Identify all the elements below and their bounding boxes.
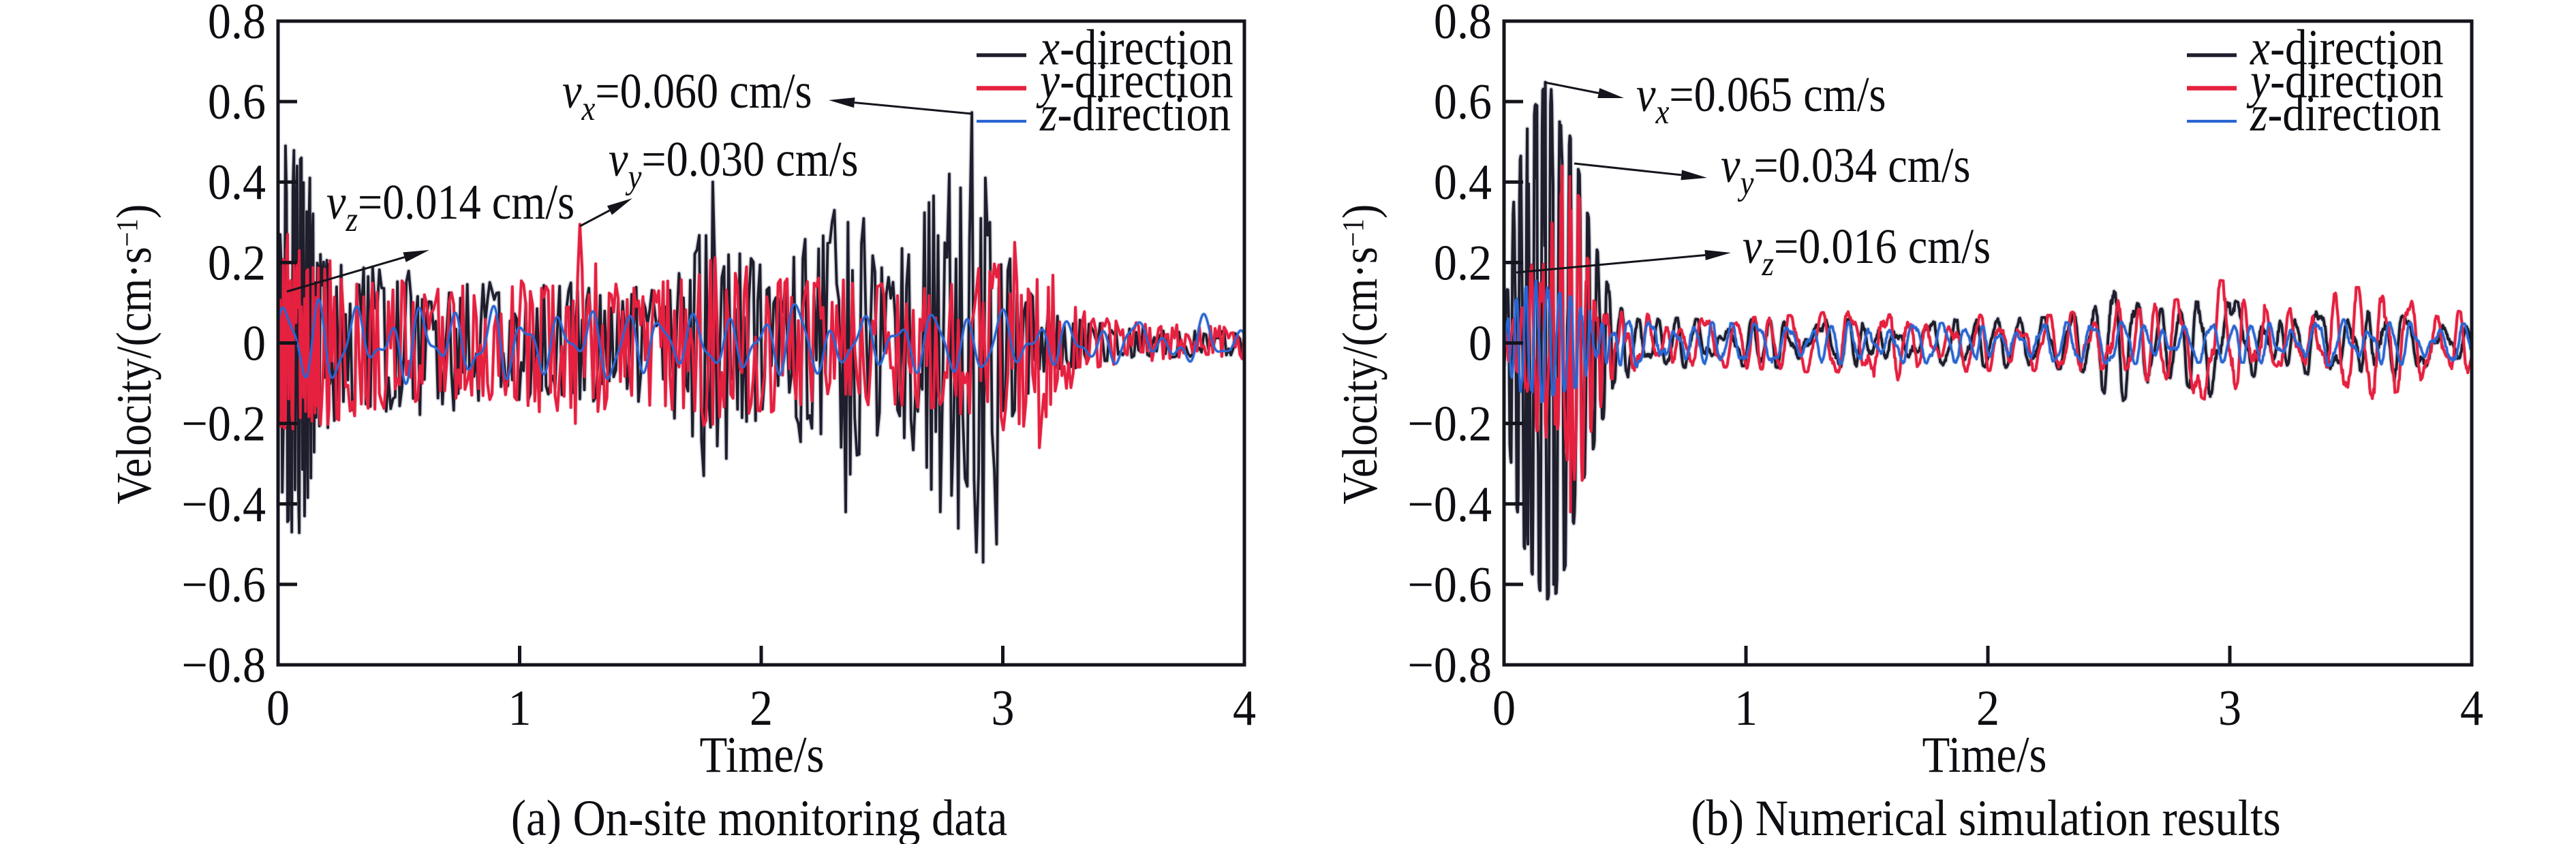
svg-text:3: 3 bbox=[2218, 681, 2241, 736]
svg-text:4: 4 bbox=[1233, 681, 1256, 736]
svg-text:vx=0.065 cm/s: vx=0.065 cm/s bbox=[1636, 67, 1886, 131]
svg-text:Velocity/(cm·s−1): Velocity/(cm·s−1) bbox=[1332, 204, 1387, 505]
svg-text:y-direction: y-direction bbox=[2246, 53, 2443, 109]
svg-text:0.6: 0.6 bbox=[208, 75, 266, 130]
svg-text:z-direction: z-direction bbox=[1039, 87, 1231, 142]
svg-text:1: 1 bbox=[1734, 681, 1758, 736]
svg-text:0.8: 0.8 bbox=[208, 0, 266, 50]
svg-text:−0.4: −0.4 bbox=[182, 477, 266, 532]
svg-text:0: 0 bbox=[266, 681, 290, 736]
svg-text:y-direction: y-direction bbox=[1036, 53, 1233, 109]
svg-text:2: 2 bbox=[750, 681, 773, 736]
svg-text:−0.6: −0.6 bbox=[182, 557, 266, 612]
svg-text:x-direction: x-direction bbox=[1039, 20, 1233, 76]
svg-text:vy=0.030 cm/s: vy=0.030 cm/s bbox=[609, 131, 859, 196]
svg-text:3: 3 bbox=[991, 681, 1014, 736]
svg-text:z-direction: z-direction bbox=[2250, 87, 2441, 142]
svg-text:−0.6: −0.6 bbox=[1408, 557, 1492, 612]
svg-text:0: 0 bbox=[1492, 681, 1516, 736]
svg-text:−0.2: −0.2 bbox=[1408, 396, 1492, 452]
svg-text:(b) Numerical simulation resul: (b) Numerical simulation results bbox=[1691, 791, 2281, 844]
svg-text:1: 1 bbox=[508, 681, 531, 736]
svg-text:−0.8: −0.8 bbox=[1408, 638, 1492, 693]
svg-text:2: 2 bbox=[1976, 681, 1999, 736]
svg-text:0: 0 bbox=[1469, 316, 1492, 371]
svg-text:(a) On-site monitoring data: (a) On-site monitoring data bbox=[511, 791, 1007, 844]
svg-text:0.2: 0.2 bbox=[208, 236, 266, 291]
svg-text:x-direction: x-direction bbox=[2250, 20, 2444, 76]
svg-text:0.6: 0.6 bbox=[1434, 75, 1492, 130]
svg-text:vz=0.014 cm/s: vz=0.014 cm/s bbox=[326, 174, 574, 238]
svg-text:0.4: 0.4 bbox=[208, 155, 266, 210]
svg-text:Time/s: Time/s bbox=[1922, 728, 2046, 783]
svg-text:0.4: 0.4 bbox=[1434, 155, 1492, 210]
svg-text:4: 4 bbox=[2460, 681, 2483, 736]
svg-text:vy=0.034 cm/s: vy=0.034 cm/s bbox=[1721, 138, 1971, 202]
svg-text:0.8: 0.8 bbox=[1434, 0, 1492, 50]
svg-text:Velocity/(cm·s−1): Velocity/(cm·s−1) bbox=[106, 204, 162, 505]
svg-text:0: 0 bbox=[243, 316, 266, 371]
svg-text:−0.4: −0.4 bbox=[1408, 477, 1492, 532]
svg-text:vx=0.060 cm/s: vx=0.060 cm/s bbox=[562, 63, 812, 127]
svg-text:Time/s: Time/s bbox=[699, 728, 824, 783]
svg-text:−0.8: −0.8 bbox=[182, 638, 266, 693]
svg-text:0.2: 0.2 bbox=[1434, 236, 1492, 291]
svg-text:vz=0.016 cm/s: vz=0.016 cm/s bbox=[1743, 219, 1991, 283]
svg-text:−0.2: −0.2 bbox=[182, 396, 266, 452]
